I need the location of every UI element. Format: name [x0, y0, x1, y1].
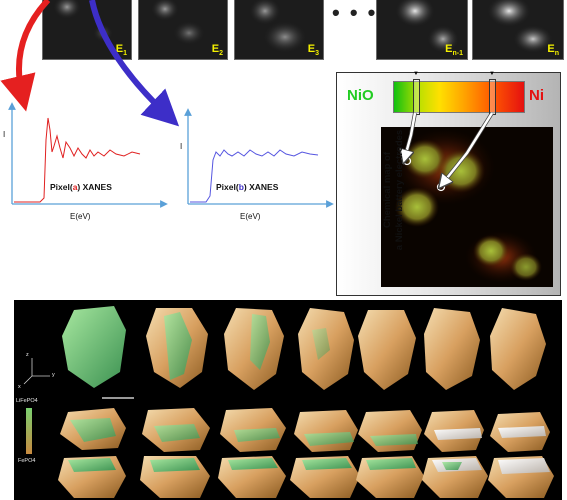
plot-a-caption: Pixel(a) XANES: [50, 182, 112, 192]
plot-b-caption: Pixel(b) XANES: [216, 182, 279, 192]
ellipsis: • • •: [332, 0, 378, 25]
frame-n-1-label: En-1: [445, 42, 463, 57]
legend-top-label: LiFePO4: [16, 398, 38, 404]
plot-b-xlabel: E(eV): [240, 212, 261, 221]
frame-1-label: E1: [115, 42, 127, 57]
frame-2-label: E2: [211, 42, 223, 57]
frame-2-texture: [151, 0, 205, 45]
frame-3-label: E3: [307, 42, 319, 57]
frame-n-1-texture: [395, 0, 459, 53]
color-scale-bar: [393, 81, 525, 113]
energy-frame-1: E1: [42, 0, 132, 60]
frame-3-texture: [249, 0, 307, 53]
frame-n-label: En: [547, 42, 559, 57]
nio-label: NiO: [347, 87, 374, 104]
tomography-panel: z y x LiFePO4 FePO4: [14, 300, 562, 500]
axis-z-label: z: [26, 352, 29, 358]
plot-a-ylabel: I: [3, 130, 6, 139]
spectrum-b: [190, 149, 319, 203]
chemical-map-panel: NiO Ni ▼ ▼: [336, 71, 561, 296]
pixel-arrows: [0, 0, 180, 127]
xanes-plot-b: [184, 108, 334, 208]
frame-n-texture: [487, 0, 553, 53]
tomography-renderings: [23, 306, 554, 498]
energy-frame-n-1: En-1: [376, 0, 468, 60]
plot-b-ylabel: I: [180, 142, 183, 151]
axis-y-label: y: [52, 372, 55, 378]
red-arrow: [0, 0, 51, 112]
energy-frame-3: E3: [234, 0, 324, 60]
energy-frame-n: En: [472, 0, 564, 60]
legend-bottom-label: FePO4: [18, 458, 36, 464]
plot-a-xlabel: E(eV): [70, 212, 91, 221]
chemical-map-title: Chemical map of a Nickel battery electro…: [382, 129, 405, 251]
bar-marker-a-tick: ▼: [413, 71, 419, 77]
bar-marker-b-tick: ▼: [489, 71, 495, 77]
energy-frame-2: E2: [138, 0, 228, 60]
blue-arrow: [89, 0, 180, 127]
spectrum-a: [14, 117, 141, 203]
ni-label: Ni: [529, 87, 544, 104]
axis-x-label: x: [18, 384, 21, 390]
xanes-plot-a: [8, 102, 168, 208]
map-pointer-arrows: [337, 111, 494, 295]
